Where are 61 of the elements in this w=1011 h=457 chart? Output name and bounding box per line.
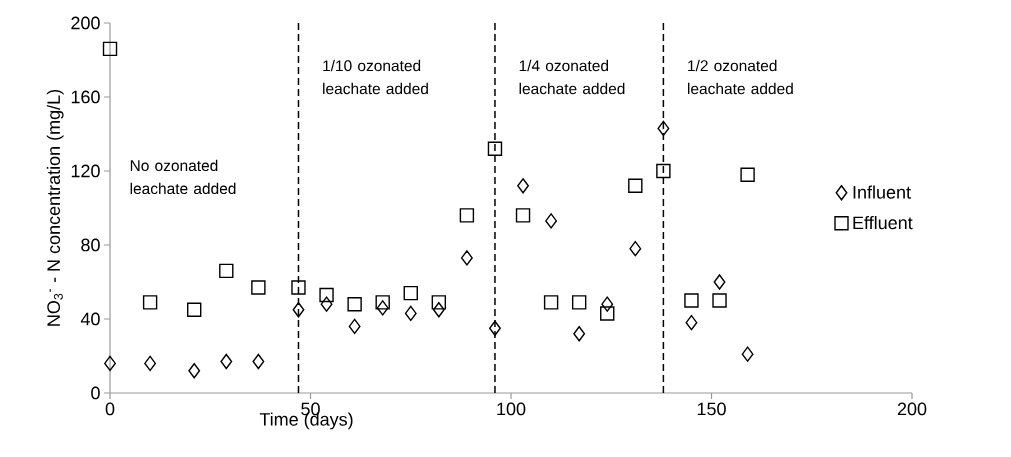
y-tick-label: 200 xyxy=(71,16,100,30)
point xyxy=(348,318,361,335)
point xyxy=(187,302,202,317)
point xyxy=(347,296,362,312)
annotation: 1/4 ozonated leachate added xyxy=(519,59,625,95)
legend-label: Influent xyxy=(853,185,911,199)
point xyxy=(142,295,158,310)
point xyxy=(713,274,726,290)
point xyxy=(376,300,389,316)
legend-label: Effluent xyxy=(853,215,913,230)
x-tick-label: 150 xyxy=(697,402,726,416)
point xyxy=(459,208,475,223)
annotation: 1/10 ozonated leachate added xyxy=(323,59,428,95)
point xyxy=(291,280,306,295)
y-tick-label: 120 xyxy=(71,164,100,178)
x-tick-label: 200 xyxy=(897,402,927,416)
y-tick-label: 160 xyxy=(71,90,100,104)
point xyxy=(629,240,642,257)
point xyxy=(102,41,118,57)
point xyxy=(144,355,157,372)
point xyxy=(515,208,531,223)
point xyxy=(573,326,586,342)
point xyxy=(219,263,234,279)
point xyxy=(375,295,390,310)
annotation: No ozonated leachate added xyxy=(130,159,236,195)
point xyxy=(188,363,201,379)
point xyxy=(220,353,233,370)
y-axis-title: NO$_{3}$$^{-}$ - N concentration (mg/L) xyxy=(46,90,64,326)
point xyxy=(403,285,418,301)
x-tick-label: 0 xyxy=(105,402,115,416)
point xyxy=(543,295,559,310)
y-tick-label: 40 xyxy=(80,312,100,326)
y-tick-label: 0 xyxy=(91,386,100,400)
point xyxy=(685,314,698,331)
point xyxy=(684,293,699,308)
point xyxy=(741,346,754,362)
point xyxy=(712,293,727,308)
point xyxy=(432,302,445,318)
annotation: 1/2 ozonated leachate added xyxy=(688,59,793,95)
point xyxy=(104,355,116,372)
point xyxy=(517,178,529,194)
y-tick-label: 80 xyxy=(81,238,100,252)
point xyxy=(489,320,501,336)
point xyxy=(404,305,417,322)
point xyxy=(656,163,671,179)
point xyxy=(600,306,615,321)
point xyxy=(460,250,473,266)
point xyxy=(252,353,265,370)
point xyxy=(251,280,266,295)
x-tick-label: 100 xyxy=(497,402,526,416)
point xyxy=(487,141,503,156)
point xyxy=(545,213,558,229)
point xyxy=(740,167,755,182)
point xyxy=(320,296,333,312)
point xyxy=(601,296,614,312)
point xyxy=(292,302,305,318)
point xyxy=(319,287,334,303)
point xyxy=(628,178,643,193)
point xyxy=(571,295,587,310)
point xyxy=(657,120,670,137)
point xyxy=(431,295,447,310)
